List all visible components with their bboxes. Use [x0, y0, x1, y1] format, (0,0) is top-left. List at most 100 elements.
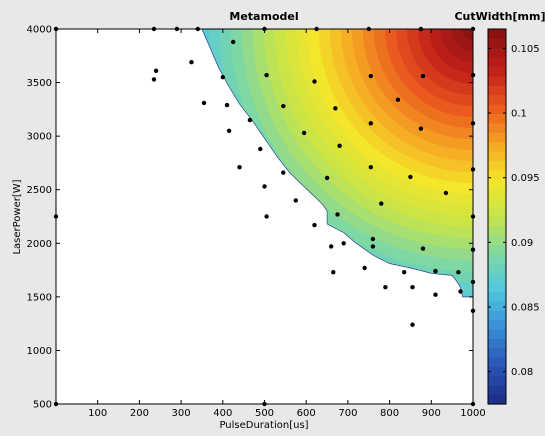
- colorbar-tick-label: 0.105: [511, 44, 540, 55]
- x-tick-label: 400: [213, 408, 232, 419]
- x-tick-label: 600: [297, 408, 316, 419]
- x-tick-label: 300: [172, 408, 191, 419]
- x-tick-label: 700: [338, 408, 357, 419]
- colorbar-segment: [488, 38, 506, 49]
- sample-point: [151, 77, 157, 82]
- colorbar-segment: [488, 254, 506, 264]
- colorbar-segment: [488, 197, 506, 208]
- sample-point: [329, 244, 334, 249]
- colorbar-ticks: 0.08 0.085 0.09 0.095 0.1 0.105: [488, 44, 540, 378]
- colorbar-segment: [488, 272, 506, 283]
- colorbar-tick-label: 0.1: [511, 109, 527, 120]
- colorbar-segment: [488, 207, 506, 218]
- sample-point: [224, 102, 230, 108]
- x-tick-label: 900: [422, 408, 441, 419]
- colorbar-segment: [488, 319, 506, 330]
- sample-point: [433, 268, 438, 274]
- sample-point: [333, 106, 338, 111]
- chart-title: Metamodel: [229, 10, 298, 23]
- sample-point: [383, 285, 388, 290]
- y-tick-label: 3000: [27, 132, 52, 143]
- colorbar-segment: [488, 357, 506, 368]
- sample-point: [237, 165, 242, 170]
- sample-point: [262, 184, 267, 189]
- sample-point: [420, 246, 426, 251]
- sample-point: [368, 73, 373, 79]
- sample-point: [258, 146, 263, 152]
- sample-point: [264, 214, 269, 219]
- colorbar-segment: [488, 47, 506, 58]
- colorbar-segment: [488, 263, 506, 274]
- colorbar-segment: [488, 85, 506, 96]
- sample-point: [408, 174, 413, 180]
- colorbar-segment: [488, 160, 506, 171]
- y-tick-label: 1500: [27, 292, 52, 303]
- colorbar-segment: [488, 235, 506, 246]
- x-tick-label: 800: [380, 408, 399, 419]
- sample-point: [247, 117, 253, 123]
- colorbar-label: CutWidth[mm]: [454, 10, 545, 23]
- sample-point: [231, 39, 236, 45]
- contour-band: [440, 29, 473, 62]
- contour-band: [451, 29, 473, 51]
- sample-point: [402, 270, 407, 275]
- sample-point: [368, 165, 373, 170]
- colorbar-segment: [488, 385, 506, 396]
- colorbar-segment: [488, 244, 506, 255]
- y-tick-label: 3500: [27, 78, 52, 89]
- sample-point: [153, 68, 159, 74]
- y-tick-label: 2000: [27, 239, 52, 250]
- sample-point: [410, 322, 415, 327]
- colorbar-segment: [488, 216, 506, 227]
- colorbar-segment: [488, 150, 506, 161]
- colorbar-segment: [488, 169, 506, 180]
- sample-point: [264, 72, 269, 78]
- colorbar-segment: [488, 141, 506, 152]
- x-tick-label: 500: [255, 408, 274, 419]
- colorbar-segment: [488, 104, 506, 114]
- sample-point: [201, 100, 207, 106]
- colorbar-segment: [488, 179, 506, 189]
- y-tick-label: 1000: [27, 346, 52, 357]
- colorbar-segment: [488, 329, 506, 339]
- sample-point: [395, 97, 401, 102]
- x-axis-label: PulseDuration[us]: [219, 420, 308, 431]
- sample-point: [443, 190, 449, 196]
- sample-point: [456, 270, 461, 275]
- sample-point: [301, 130, 307, 136]
- feasible-region-outline: [201, 28, 474, 298]
- colorbar-segment: [488, 282, 506, 293]
- colorbar-tick-label: 0.08: [511, 367, 533, 378]
- sample-point: [312, 222, 317, 228]
- colorbar: [487, 28, 507, 405]
- colorbar-tick-label: 0.085: [511, 303, 540, 314]
- x-tick-label: 1000: [460, 408, 485, 419]
- colorbar-segment: [488, 366, 506, 377]
- colorbar-segment: [488, 132, 506, 143]
- y-axis-label: LaserPower[W]: [12, 179, 23, 254]
- sample-point: [281, 170, 286, 175]
- colorbar-segment: [488, 394, 506, 405]
- sample-point: [281, 103, 286, 109]
- x-tick-label: 200: [130, 408, 149, 419]
- sample-point: [341, 241, 346, 246]
- colorbar-frame: [487, 28, 507, 405]
- sample-point: [337, 143, 342, 148]
- y-tick-label: 4000: [27, 25, 52, 36]
- colorbar-segment: [488, 300, 506, 311]
- colorbar-segment: [488, 347, 506, 358]
- colorbar-segment: [488, 291, 506, 302]
- contour-band: [462, 29, 473, 40]
- sample-point: [362, 265, 367, 271]
- y-axis-ticks: 500 1000 1500 2000 2500 3000 3500 4000: [27, 25, 473, 411]
- colorbar-segment: [488, 57, 506, 68]
- sample-point: [418, 126, 424, 131]
- colorbar-segment: [488, 188, 506, 199]
- sample-point: [370, 236, 376, 242]
- sample-point: [312, 79, 317, 84]
- sample-point: [226, 128, 232, 133]
- sample-point: [410, 285, 415, 290]
- colorbar-segment: [488, 225, 506, 236]
